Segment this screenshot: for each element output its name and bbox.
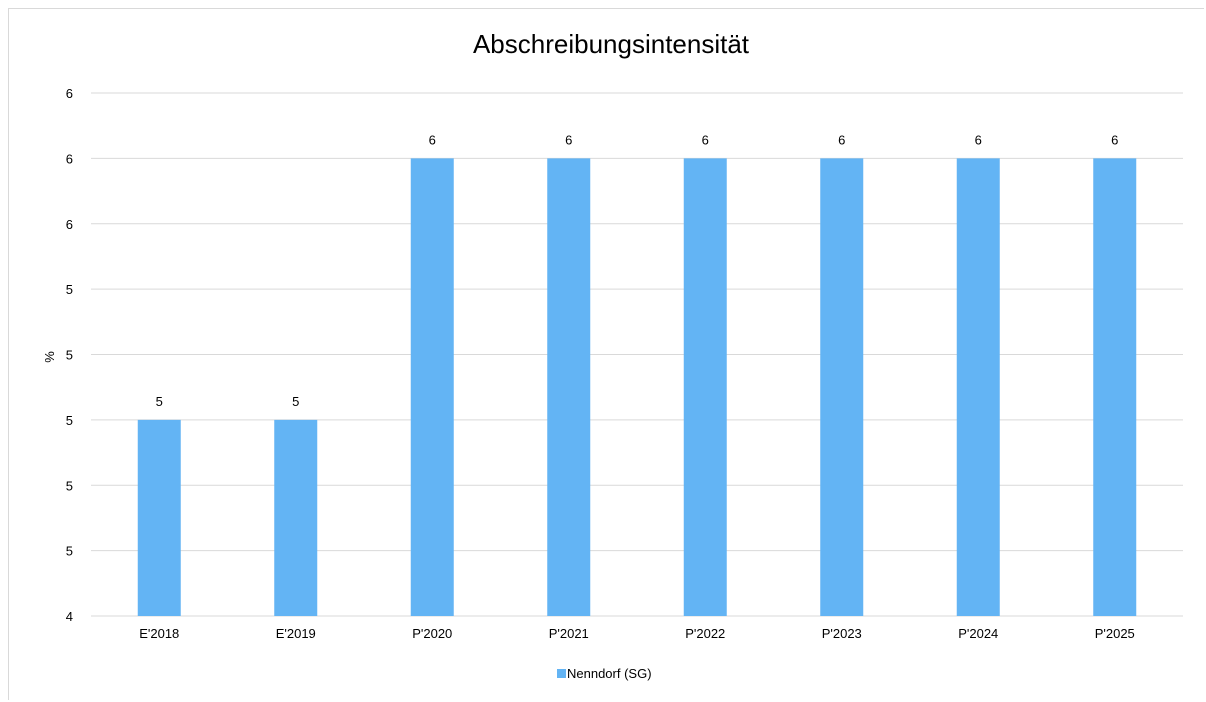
x-tick-label: P'2022 (685, 626, 725, 641)
bar-chart: Abschreibungsintensität % 4 5 5 5 5 5 6 6 6 5 5 6 6… (42, 29, 1183, 681)
data-label: 6 (975, 132, 982, 147)
data-label: 5 (156, 394, 163, 409)
x-tick-label: E'2018 (139, 626, 179, 641)
y-tick-label: 5 (66, 544, 73, 559)
bar (956, 158, 1000, 616)
x-tick-label: P'2021 (549, 626, 589, 641)
bar-series (137, 158, 1137, 616)
data-label: 6 (429, 132, 436, 147)
y-tick-label: 6 (66, 217, 73, 232)
bar (547, 158, 591, 616)
bar (1093, 158, 1137, 616)
legend: Nenndorf (SG) (557, 666, 652, 681)
bar (683, 158, 727, 616)
x-tick-label: P'2024 (958, 626, 998, 641)
data-label: 6 (1111, 132, 1118, 147)
y-tick-label: 5 (66, 282, 73, 297)
y-tick-label: 6 (66, 151, 73, 166)
y-tick-label: 5 (66, 478, 73, 493)
legend-label: Nenndorf (SG) (567, 666, 652, 681)
x-tick-label: P'2023 (822, 626, 862, 641)
x-tick-label: P'2020 (412, 626, 452, 641)
bar (137, 419, 181, 616)
x-tick-label: E'2019 (276, 626, 316, 641)
bar (274, 419, 318, 616)
y-tick-label: 6 (66, 86, 73, 101)
data-label: 6 (565, 132, 572, 147)
data-label: 5 (292, 394, 299, 409)
data-label: 6 (838, 132, 845, 147)
y-tick-label: 4 (66, 609, 73, 624)
x-tick-label: P'2025 (1095, 626, 1135, 641)
y-tick-label: 5 (66, 348, 73, 363)
data-label: 6 (702, 132, 709, 147)
gridlines (91, 92, 1183, 617)
x-axis-ticks: E'2018 E'2019 P'2020 P'2021 P'2022 P'2023 P'20… (139, 626, 1135, 641)
y-axis-label: % (42, 351, 57, 363)
chart-frame: Abschreibungsintensität % 4 5 5 5 5 5 6 6 6 5 5 6 6… (8, 8, 1204, 700)
y-axis-ticks: 4 5 5 5 5 5 6 6 6 (66, 86, 73, 624)
data-labels: 5 5 6 6 6 6 6 6 (156, 132, 1119, 409)
chart-title: Abschreibungsintensität (473, 29, 750, 59)
y-tick-label: 5 (66, 413, 73, 428)
bar (820, 158, 864, 616)
bar (410, 158, 454, 616)
legend-swatch (557, 669, 566, 678)
